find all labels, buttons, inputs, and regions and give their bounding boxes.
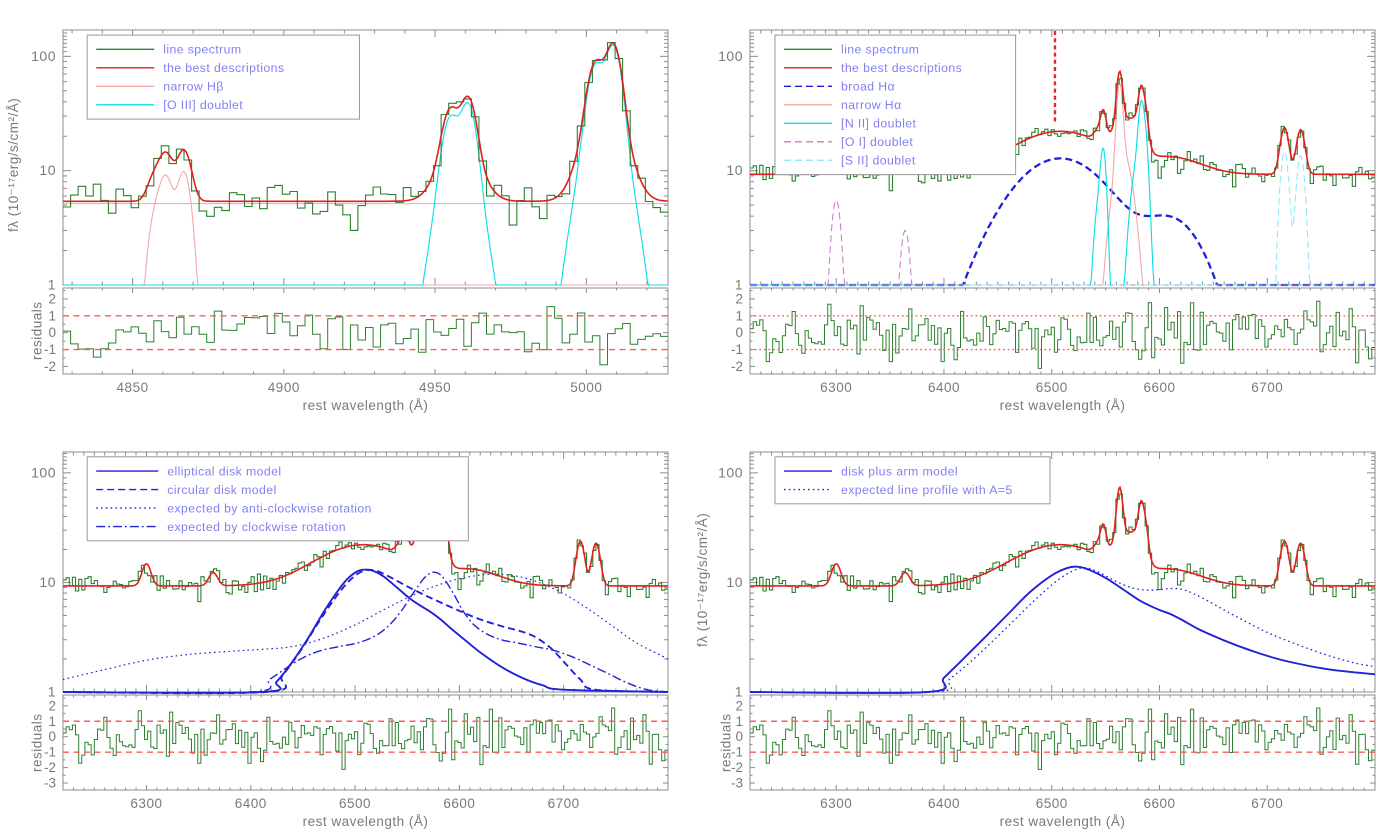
svg-text:6700: 6700 bbox=[548, 796, 580, 811]
svg-text:6500: 6500 bbox=[1036, 796, 1068, 811]
svg-text:0: 0 bbox=[48, 729, 56, 744]
svg-text:narrow Hβ: narrow Hβ bbox=[163, 80, 224, 94]
legend: line spectrum the best descriptions narrow… bbox=[86, 34, 360, 120]
svg-text:10: 10 bbox=[39, 162, 56, 178]
svg-text:6700: 6700 bbox=[1251, 796, 1283, 811]
svg-text:-2: -2 bbox=[44, 359, 56, 374]
svg-text:-2: -2 bbox=[44, 760, 56, 775]
svg-text:6600: 6600 bbox=[443, 796, 475, 811]
legend: line spectrum the best descriptions broad … bbox=[774, 34, 1017, 176]
svg-text:6600: 6600 bbox=[1143, 796, 1175, 811]
svg-text:10: 10 bbox=[726, 162, 743, 178]
legend: elliptical disk model circular disk model… bbox=[86, 456, 469, 542]
svg-text:6400: 6400 bbox=[235, 796, 267, 811]
svg-text:line spectrum: line spectrum bbox=[163, 43, 241, 57]
svg-text:the best descriptions: the best descriptions bbox=[841, 61, 962, 75]
svg-text:the best descriptions: the best descriptions bbox=[163, 61, 284, 75]
svg-text:100: 100 bbox=[718, 464, 743, 480]
svg-text:6300: 6300 bbox=[820, 380, 852, 395]
svg-text:-3: -3 bbox=[731, 776, 743, 791]
svg-text:100: 100 bbox=[31, 464, 56, 480]
svg-text:2: 2 bbox=[735, 291, 743, 306]
disk-models-chart: 6300 6400 6500 6600 6700110100-3-2-1012ellip… bbox=[31, 451, 669, 811]
svg-text:1: 1 bbox=[48, 277, 56, 293]
svg-text:100: 100 bbox=[718, 48, 743, 64]
svg-text:-3: -3 bbox=[44, 776, 56, 791]
svg-text:circular disk model: circular disk model bbox=[167, 483, 276, 497]
svg-text:10: 10 bbox=[726, 574, 743, 590]
svg-text:100: 100 bbox=[31, 48, 56, 64]
svg-text:6400: 6400 bbox=[928, 796, 960, 811]
svg-text:0: 0 bbox=[735, 729, 743, 744]
svg-text:-1: -1 bbox=[44, 745, 56, 760]
svg-text:6500: 6500 bbox=[1036, 380, 1068, 395]
svg-text:elliptical disk model: elliptical disk model bbox=[167, 464, 281, 478]
svg-text:2: 2 bbox=[735, 698, 743, 713]
svg-text:6400: 6400 bbox=[928, 380, 960, 395]
svg-text:4850: 4850 bbox=[117, 380, 149, 395]
disk-plus-arm-chart: 6300 6400 6500 6600 6700110100-3-2-1012disk … bbox=[718, 451, 1376, 811]
svg-text:1: 1 bbox=[735, 714, 743, 729]
svg-text:-2: -2 bbox=[731, 760, 743, 775]
svg-text:2: 2 bbox=[48, 698, 56, 713]
svg-text:expected by clockwise rotation: expected by clockwise rotation bbox=[167, 520, 346, 534]
panel-disk-models: 6300 6400 6500 6600 6700 1 10 100 -3 -2 -1 0 1 2 ellip… bbox=[0, 420, 689, 840]
svg-text:6300: 6300 bbox=[130, 796, 162, 811]
svg-text:0: 0 bbox=[48, 325, 56, 340]
svg-text:-1: -1 bbox=[731, 342, 743, 357]
svg-text:expected by anti-clockwise rot: expected by anti-clockwise rotation bbox=[167, 501, 372, 515]
svg-text:expected line profile with A=5: expected line profile with A=5 bbox=[841, 483, 1013, 497]
svg-text:1: 1 bbox=[735, 684, 743, 700]
svg-text:narrow Hα: narrow Hα bbox=[841, 98, 902, 112]
svg-text:1: 1 bbox=[48, 308, 56, 323]
svg-text:10: 10 bbox=[39, 574, 56, 590]
panel-disk-plus-arm-model: 6300 6400 6500 6600 6700 1 10 100 -3 -2 -1 0 1 2 disk … bbox=[689, 420, 1379, 840]
svg-text:1: 1 bbox=[48, 714, 56, 729]
svg-text:-2: -2 bbox=[731, 359, 743, 374]
legend: disk plus arm model expected line profile… bbox=[774, 456, 1051, 505]
svg-text:1: 1 bbox=[735, 308, 743, 323]
svg-text:[O III] doublet: [O III] doublet bbox=[163, 98, 243, 112]
svg-text:0: 0 bbox=[735, 325, 743, 340]
svg-text:6600: 6600 bbox=[1143, 380, 1175, 395]
svg-text:-1: -1 bbox=[44, 342, 56, 357]
svg-text:broad Hα: broad Hα bbox=[841, 80, 895, 94]
panel-hbeta-decomposition: 4850 4900 4950 5000 1 10 100 -2 -1 0 1 2 line spectr… bbox=[0, 0, 689, 420]
svg-text:6700: 6700 bbox=[1251, 380, 1283, 395]
svg-text:[N II] doublet: [N II] doublet bbox=[841, 117, 917, 131]
svg-text:[O I] doublet: [O I] doublet bbox=[841, 135, 913, 149]
svg-text:2: 2 bbox=[48, 291, 56, 306]
svg-text:-1: -1 bbox=[731, 745, 743, 760]
svg-text:disk plus arm model: disk plus arm model bbox=[841, 464, 958, 478]
svg-text:6500: 6500 bbox=[339, 796, 371, 811]
svg-text:1: 1 bbox=[48, 684, 56, 700]
svg-text:[S II] doublet: [S II] doublet bbox=[841, 154, 916, 168]
svg-text:6300: 6300 bbox=[820, 796, 852, 811]
svg-text:4900: 4900 bbox=[268, 380, 300, 395]
svg-text:4950: 4950 bbox=[419, 380, 451, 395]
svg-text:5000: 5000 bbox=[570, 380, 602, 395]
panel-halpha-decomposition: 6300 6400 6500 6600 6700 1 10 100 -2 -1 0 1 2 line sp… bbox=[689, 0, 1379, 420]
svg-text:line spectrum: line spectrum bbox=[841, 43, 919, 57]
svg-text:1: 1 bbox=[735, 277, 743, 293]
